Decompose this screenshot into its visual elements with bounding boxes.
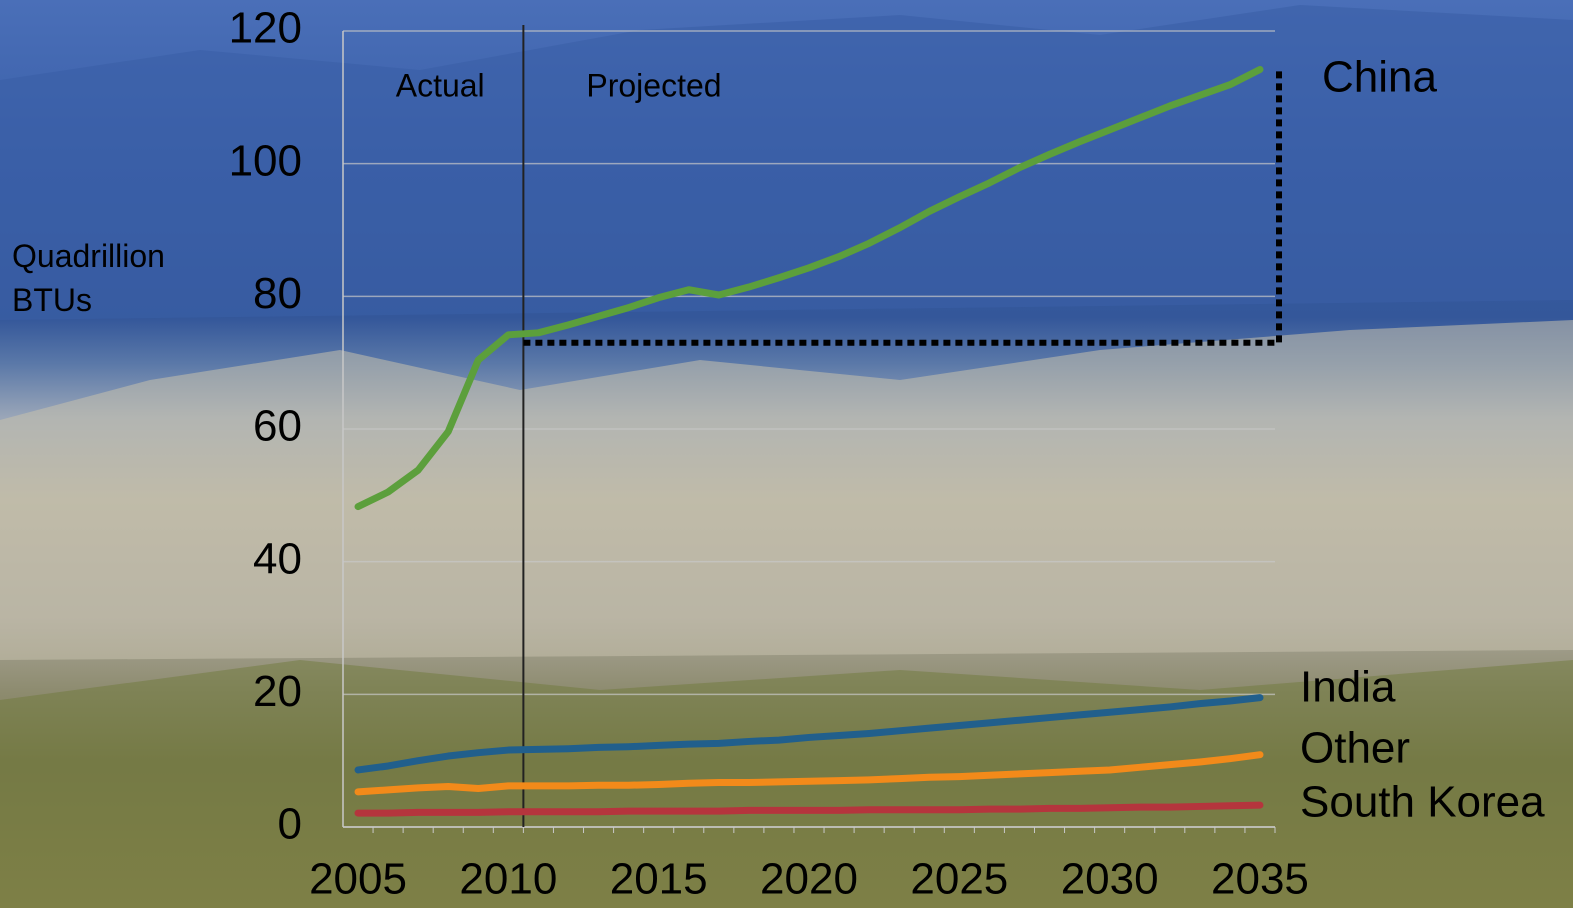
y-tick-label: 60 bbox=[253, 402, 302, 451]
series-label: Other bbox=[1300, 723, 1410, 772]
x-tick-label: 2025 bbox=[910, 855, 1008, 904]
y-tick-label: 20 bbox=[253, 667, 302, 716]
x-tick-label: 2030 bbox=[1061, 855, 1159, 904]
annotation: Projected bbox=[586, 67, 721, 103]
series-line bbox=[354, 751, 1264, 796]
series-line bbox=[354, 65, 1264, 511]
y-tick-label: 80 bbox=[253, 269, 302, 318]
y-tick-label: 0 bbox=[278, 800, 302, 849]
x-tick-label: 2005 bbox=[309, 855, 407, 904]
series-label: China bbox=[1322, 53, 1437, 102]
annotation: Actual bbox=[396, 67, 485, 103]
plot: 0 20 40 60 80 100 120 2005 2010 2015 2020 2025 2030 2… bbox=[229, 4, 1546, 904]
y-tick-label: 100 bbox=[229, 136, 302, 185]
cliffs bbox=[0, 320, 1573, 660]
series-line bbox=[354, 801, 1264, 817]
y-axis-label: Quadrillion BTUs bbox=[12, 238, 165, 318]
x-tick-label: 2010 bbox=[459, 855, 557, 904]
x-tick-label: 2020 bbox=[760, 855, 858, 904]
x-tick-label: 2015 bbox=[610, 855, 708, 904]
series-line bbox=[354, 694, 1264, 774]
series-label: India bbox=[1300, 662, 1396, 711]
x-tick-label: 2035 bbox=[1211, 855, 1309, 904]
growth-bracket bbox=[523, 70, 1282, 346]
series-label: South Korea bbox=[1300, 778, 1545, 827]
y-tick-label: 120 bbox=[229, 4, 302, 53]
y-tick-label: 40 bbox=[253, 534, 302, 583]
mountains bbox=[0, 5, 1573, 320]
